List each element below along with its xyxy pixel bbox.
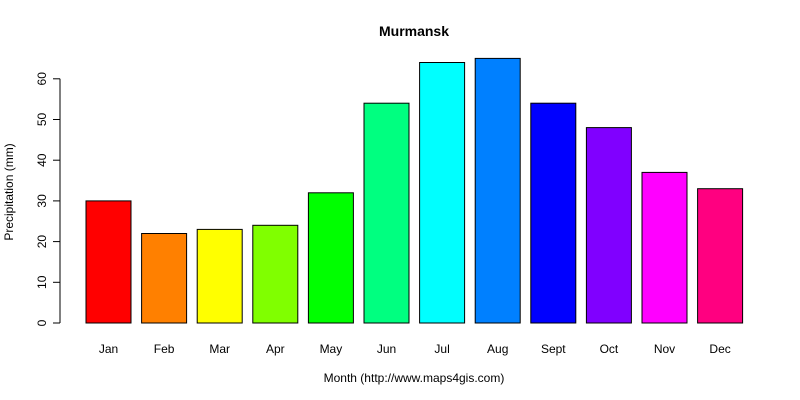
x-tick-label: Feb bbox=[154, 342, 175, 356]
y-tick-label: 10 bbox=[35, 275, 49, 289]
bar-sept bbox=[530, 102, 577, 324]
x-tick-label: Jan bbox=[99, 342, 118, 356]
y-tick-label: 0 bbox=[35, 319, 49, 326]
y-axis-label: Precipitation (mm) bbox=[2, 143, 16, 240]
bar-jan bbox=[85, 200, 132, 324]
bar-mar bbox=[196, 228, 243, 324]
x-tick-label: Jun bbox=[377, 342, 396, 356]
x-tick-label: Aug bbox=[487, 342, 508, 356]
y-tick-label: 40 bbox=[35, 153, 49, 167]
bar-oct bbox=[585, 127, 632, 324]
x-tick-label: Jul bbox=[434, 342, 449, 356]
bar-nov bbox=[641, 171, 688, 324]
bar-may bbox=[307, 192, 354, 324]
x-axis-label: Month (http://www.maps4gis.com) bbox=[324, 371, 505, 385]
bars-group bbox=[85, 57, 744, 324]
y-tick-label: 60 bbox=[35, 72, 49, 86]
y-tick-label: 30 bbox=[35, 194, 49, 208]
chart-title: Murmansk bbox=[379, 23, 449, 39]
x-tick-label: May bbox=[320, 342, 343, 356]
y-tick-label: 50 bbox=[35, 113, 49, 127]
bar-dec bbox=[697, 188, 744, 324]
bar-aug bbox=[474, 57, 521, 324]
x-tick-label: Dec bbox=[709, 342, 730, 356]
x-tick-label: Oct bbox=[600, 342, 619, 356]
bar-feb bbox=[141, 233, 188, 324]
x-tick-label: Nov bbox=[654, 342, 675, 356]
bar-apr bbox=[252, 224, 299, 324]
bar-jul bbox=[419, 62, 466, 324]
y-axis: 0 10 20 30 40 50 60 bbox=[35, 72, 61, 326]
bar-jun bbox=[363, 102, 410, 324]
x-tick-labels: Jan Feb Mar Apr May Jun Jul Aug Sept Oct Nov Dec bbox=[99, 342, 731, 356]
x-tick-label: Mar bbox=[209, 342, 230, 356]
x-tick-label: Sept bbox=[541, 342, 566, 356]
y-tick-label: 20 bbox=[35, 235, 49, 249]
x-tick-label: Apr bbox=[266, 342, 285, 356]
